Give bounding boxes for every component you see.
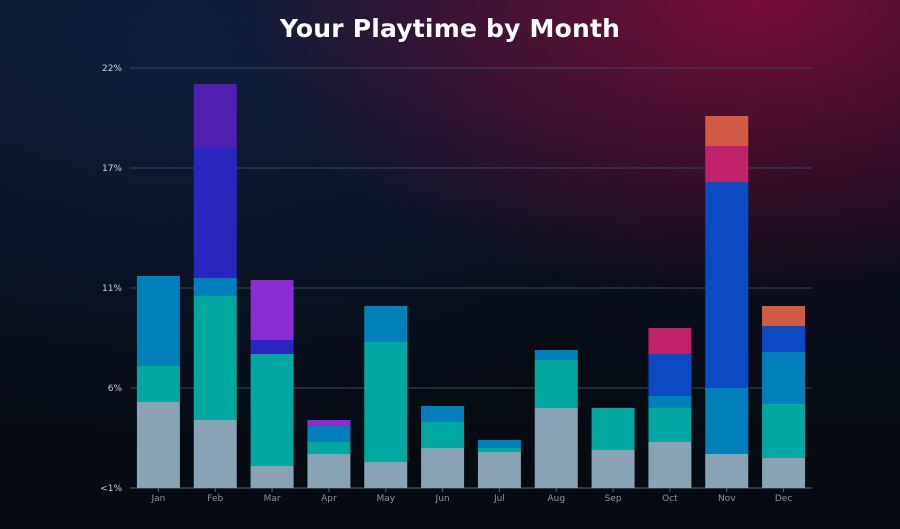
x-tick-label: Jul xyxy=(493,494,505,504)
bar-segment xyxy=(705,388,749,454)
bar-segment xyxy=(136,366,180,402)
bar-segment xyxy=(705,116,749,146)
bar-segment xyxy=(477,440,521,448)
bar-segment xyxy=(648,354,692,396)
y-tick-label: <1% xyxy=(100,484,122,494)
bar-segment xyxy=(364,342,408,462)
bar-segment xyxy=(421,406,465,422)
x-tick-label: Nov xyxy=(718,494,736,504)
x-tick-label: May xyxy=(376,494,395,504)
bar-segment xyxy=(193,420,237,488)
bar-segment xyxy=(307,454,351,488)
bar-segment xyxy=(136,402,180,488)
y-tick-label: 22% xyxy=(102,64,122,74)
bar-segment xyxy=(705,182,749,388)
bar-segment xyxy=(250,466,294,488)
bar-segment xyxy=(534,408,578,488)
bar-segment xyxy=(364,306,408,342)
x-tick-label: Jan xyxy=(150,494,165,504)
x-tick-label: Dec xyxy=(775,494,792,504)
bar-segment xyxy=(307,442,351,454)
bar-segment xyxy=(648,408,692,442)
bar-segment xyxy=(364,462,408,488)
bars xyxy=(136,84,806,488)
bar-segment xyxy=(421,422,465,448)
y-tick-label: 6% xyxy=(108,384,123,394)
bar-segment xyxy=(534,350,578,360)
bar-segment xyxy=(591,408,635,450)
bar-segment xyxy=(307,420,351,426)
bar-segment xyxy=(477,448,521,452)
bar-segment xyxy=(534,360,578,408)
x-tick-label: Oct xyxy=(662,494,678,504)
x-tick-label: Apr xyxy=(321,494,337,504)
x-tick-label: Aug xyxy=(547,494,565,504)
bar-segment xyxy=(250,354,294,466)
bar-segment xyxy=(250,340,294,354)
axis-labels: <1% 6% 11% 17% 22% Jan Feb Mar Apr May Jun Jul Aug Se… xyxy=(100,64,792,504)
bar-segment xyxy=(648,396,692,408)
bar-segment xyxy=(762,326,806,352)
bar-segment xyxy=(648,442,692,488)
bar-segment xyxy=(193,296,237,420)
bar-segment xyxy=(705,146,749,182)
x-tick-label: Jun xyxy=(435,494,450,504)
x-tick-label: Sep xyxy=(605,494,622,504)
bar-segment xyxy=(193,84,237,148)
bar-segment xyxy=(762,352,806,404)
bar-segment xyxy=(136,276,180,366)
bar-segment xyxy=(762,306,806,326)
bar-segment xyxy=(762,404,806,458)
x-tick-label: Feb xyxy=(207,494,223,504)
x-tick-label: Mar xyxy=(264,494,281,504)
bar-segment xyxy=(193,278,237,296)
bar-segment xyxy=(250,280,294,340)
bar-segment xyxy=(477,452,521,488)
bar-segment xyxy=(307,426,351,442)
gridlines xyxy=(130,67,812,492)
bar-segment xyxy=(421,448,465,488)
bar-segment xyxy=(762,458,806,488)
chart-title: Your Playtime by Month xyxy=(279,14,621,43)
bar-segment xyxy=(591,450,635,488)
bar-segment xyxy=(193,148,237,278)
bar-segment xyxy=(705,454,749,488)
y-tick-label: 11% xyxy=(102,284,122,294)
y-tick-label: 17% xyxy=(102,164,122,174)
bar-segment xyxy=(648,328,692,354)
